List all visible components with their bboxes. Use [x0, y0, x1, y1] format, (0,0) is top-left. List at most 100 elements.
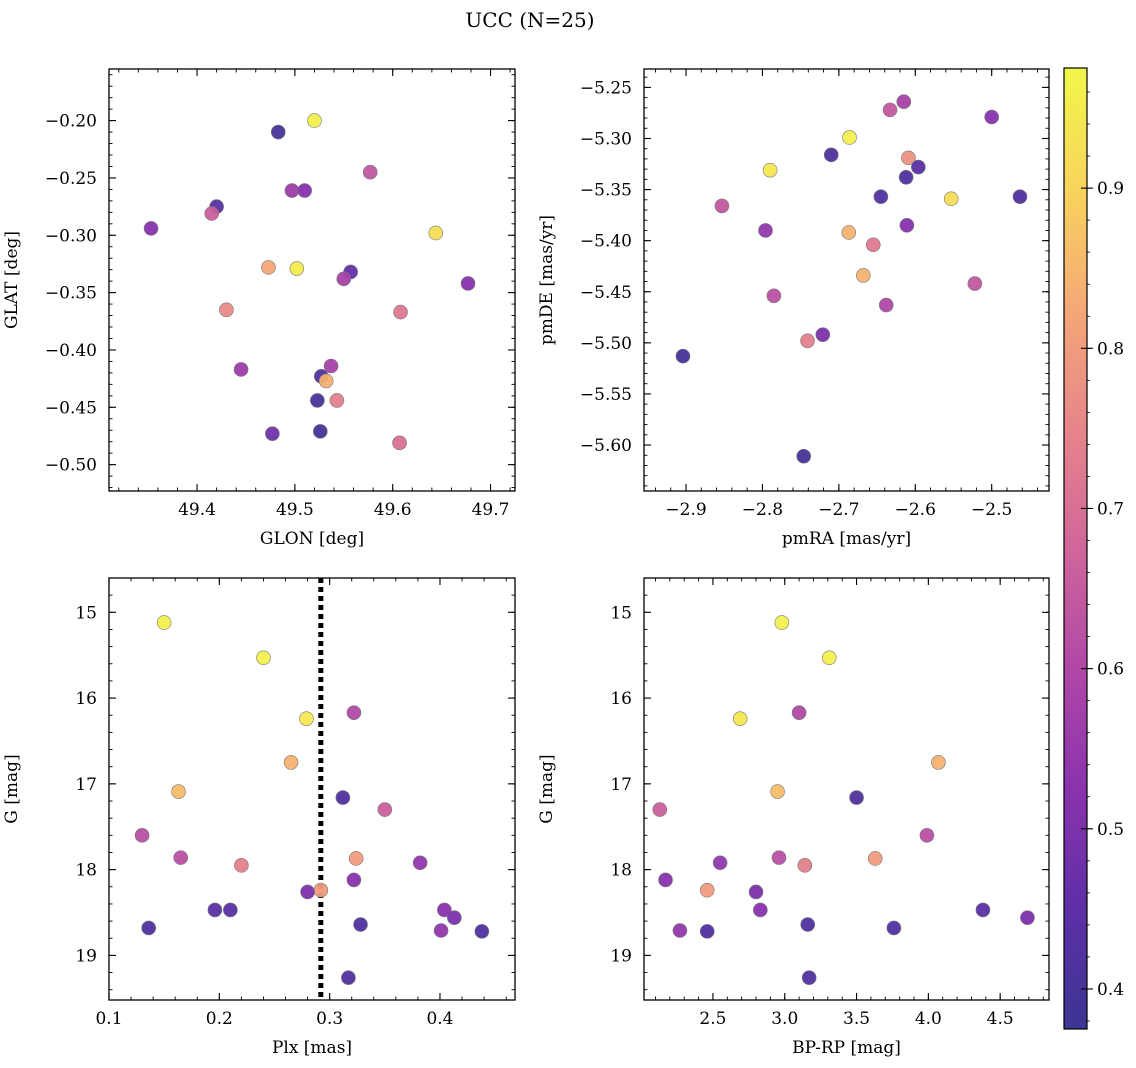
data-point — [873, 189, 889, 205]
data-point — [898, 170, 914, 185]
data-point — [346, 705, 362, 720]
data-point — [300, 884, 315, 900]
data-point — [899, 218, 915, 233]
data-point — [911, 159, 926, 175]
y-tick-label: −5.40 — [580, 232, 632, 252]
data-point — [141, 920, 157, 936]
data-point — [329, 393, 345, 408]
colorbar-tick-label: 0.9 — [1097, 179, 1124, 199]
y-tick-label: −0.40 — [45, 341, 97, 361]
x-tick-label: −2.5 — [971, 500, 1012, 520]
data-point — [460, 276, 476, 291]
figure-title: UCC (N=25) — [465, 8, 594, 32]
x-tick-label: −2.6 — [895, 500, 936, 520]
data-point — [207, 902, 223, 918]
data-point — [753, 902, 768, 918]
data-point — [797, 858, 813, 873]
data-point — [233, 362, 249, 377]
y-tick-label: −5.25 — [580, 78, 632, 98]
data-point — [289, 261, 305, 276]
data-point — [447, 910, 462, 925]
axes-frame — [108, 68, 516, 492]
data-point — [896, 94, 912, 109]
data-point — [341, 970, 356, 985]
data-point — [270, 124, 286, 140]
data-point — [766, 288, 782, 304]
data-point — [284, 183, 300, 198]
y-tick-label: 17 — [75, 775, 97, 795]
data-point — [256, 650, 271, 666]
x-tick-label: 2.5 — [699, 1009, 726, 1029]
data-point — [758, 223, 773, 238]
data-point — [699, 924, 715, 939]
y-axis-label: G [mag] — [2, 754, 22, 823]
data-point — [748, 884, 764, 900]
colorbar-tick-label: 0.4 — [1097, 980, 1124, 1000]
x-tick-label: 49.5 — [276, 500, 314, 520]
data-point — [307, 113, 322, 128]
data-point — [392, 435, 407, 451]
x-tick-label: 3.0 — [771, 1009, 798, 1029]
axes-frame — [643, 577, 1050, 1001]
data-point — [134, 828, 150, 843]
y-tick-label: 18 — [75, 861, 97, 881]
colorbar-tick-label: 0.8 — [1097, 339, 1124, 359]
data-point — [943, 191, 959, 207]
y-tick-label: 17 — [610, 775, 632, 795]
y-tick-label: 15 — [75, 603, 97, 623]
axes-frame — [108, 577, 516, 1001]
data-point — [204, 206, 220, 221]
data-point — [842, 130, 857, 145]
data-point — [774, 615, 790, 630]
data-point — [346, 872, 362, 888]
data-point — [412, 855, 428, 871]
y-tick-label: −0.25 — [45, 169, 97, 189]
x-axis-label: GLON [deg] — [260, 529, 364, 549]
data-point — [299, 711, 314, 726]
x-tick-label: 0.4 — [426, 1009, 453, 1029]
data-point — [821, 650, 837, 666]
data-point — [931, 755, 946, 770]
data-point — [675, 348, 691, 364]
data-point — [156, 615, 172, 630]
x-tick-label: 0.1 — [95, 1009, 122, 1029]
x-axis-label: BP-RP [mag] — [792, 1038, 901, 1058]
data-point — [791, 705, 807, 720]
data-point — [313, 882, 329, 898]
y-tick-label: 16 — [610, 689, 632, 709]
x-tick-label: −2.7 — [818, 500, 859, 520]
x-axis-label: Plx [mas] — [272, 1038, 352, 1058]
y-tick-label: −5.60 — [580, 436, 632, 456]
scatter-panel-4: 2.5 3.0 3.5 4.0 4.5 15 16 17 18 19 BP-RP [mag] G [m… — [537, 577, 1050, 1058]
data-point — [265, 426, 280, 441]
data-point — [297, 183, 312, 198]
data-point — [393, 304, 408, 320]
y-tick-label: −5.30 — [580, 129, 632, 149]
colorbar-tick-label: 0.5 — [1097, 820, 1124, 840]
y-tick-label: −0.35 — [45, 284, 97, 304]
data-point — [223, 902, 238, 918]
y-tick-label: −5.50 — [580, 334, 632, 354]
data-point — [234, 858, 249, 873]
y-axis-label: G [mag] — [537, 754, 557, 823]
x-tick-label: 49.4 — [178, 500, 216, 520]
data-point — [428, 225, 444, 241]
data-point — [143, 221, 159, 236]
data-point — [849, 790, 864, 805]
y-tick-label: 18 — [610, 861, 632, 881]
data-point — [800, 917, 816, 932]
data-point — [261, 260, 276, 275]
scatter-panel-3: 0.1 0.2 0.3 0.4 15 16 17 18 19 Plx [mas] G [mag] — [2, 577, 516, 1058]
data-point — [878, 297, 894, 313]
data-point — [865, 237, 881, 253]
scatter-panel-1: 49.4 49.5 49.6 49.7 −0.50 −0.45 −0.40 −0.35 −0.3… — [2, 68, 516, 549]
y-tick-label: −0.20 — [45, 112, 97, 132]
data-point — [335, 790, 351, 805]
data-point — [984, 109, 999, 125]
colorbar: 0.4 0.5 0.6 0.7 0.8 0.9 — [1063, 67, 1124, 1030]
data-point — [1020, 910, 1035, 925]
y-tick-label: −5.55 — [580, 385, 632, 405]
data-point — [336, 271, 352, 287]
data-point — [714, 198, 730, 214]
y-tick-label: −0.45 — [45, 398, 97, 418]
